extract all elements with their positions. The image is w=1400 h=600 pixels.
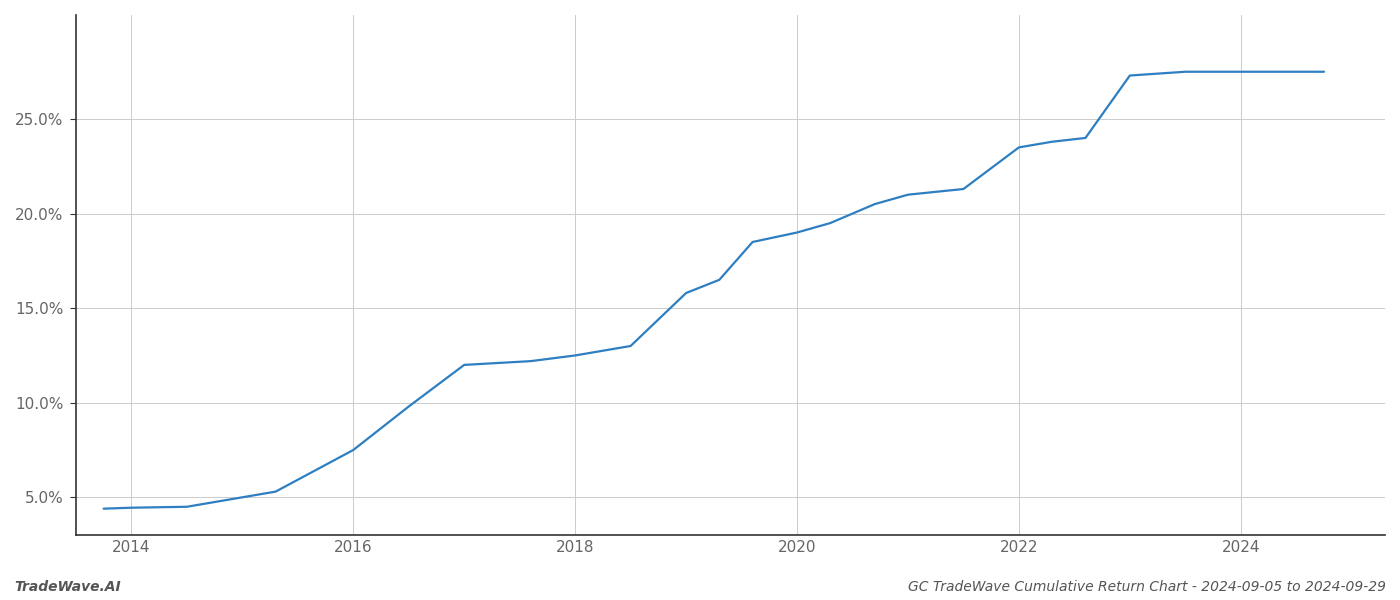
Text: GC TradeWave Cumulative Return Chart - 2024-09-05 to 2024-09-29: GC TradeWave Cumulative Return Chart - 2… (909, 580, 1386, 594)
Text: TradeWave.AI: TradeWave.AI (14, 580, 120, 594)
